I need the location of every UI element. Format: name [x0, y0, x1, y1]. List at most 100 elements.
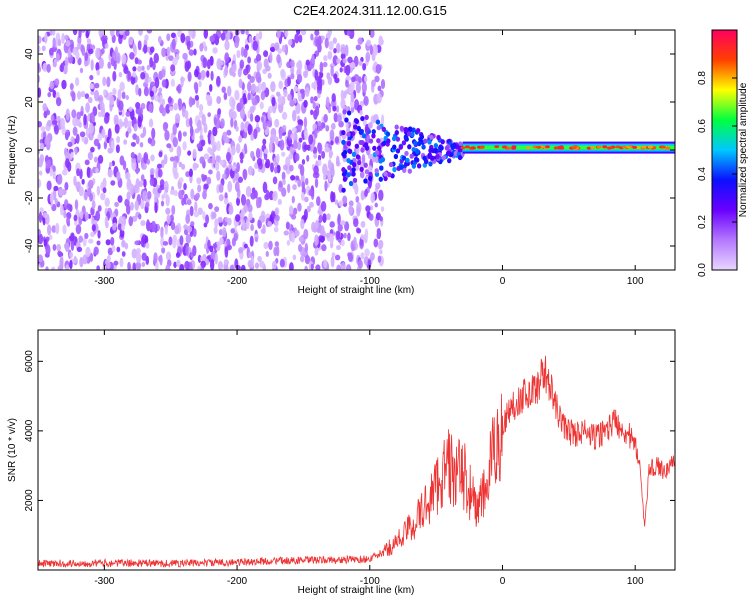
spectrogram-cell [46, 109, 51, 116]
spectrogram-cell [98, 94, 104, 105]
spectrogram-cell [295, 102, 301, 115]
spectrogram-cell [52, 37, 56, 49]
spectrogram-cell [216, 170, 221, 181]
spectrogram-cell [202, 57, 208, 69]
spectrogram-cell [150, 154, 155, 162]
spectrogram-cell [361, 153, 366, 165]
spectrogram-cell [61, 79, 67, 90]
spectrogram-cell [95, 62, 100, 72]
spectrogram-cell [207, 112, 212, 118]
spectrogram-cell [303, 116, 308, 129]
spectrogram-cell [327, 76, 333, 85]
spectrogram-cell [290, 73, 295, 80]
spectrogram-cell [239, 97, 244, 109]
spectrogram-cell [367, 175, 373, 182]
spectrogram-cell [440, 139, 445, 145]
spectrogram-cell [300, 255, 305, 263]
spectrogram-cell [340, 220, 346, 226]
spectrogram-cell [137, 116, 142, 128]
spectrogram-cell [176, 259, 181, 268]
spectrogram-cell [263, 241, 269, 250]
spectrogram-cell [370, 192, 375, 204]
spectrogram-cell [106, 76, 111, 88]
spectrogram-cell [205, 94, 211, 102]
spectrogram-cell [273, 246, 278, 257]
spectrogram-cell [351, 167, 356, 173]
spectrogram-cell [128, 36, 134, 46]
spectrogram-cell [163, 180, 169, 193]
spectrogram-cell [236, 197, 241, 206]
spectrogram-cell [282, 178, 286, 186]
snr-y-label: SNR (10 * v/v) [7, 418, 18, 482]
spectrogram-cell [310, 263, 314, 270]
spectrogram-cell [114, 123, 120, 134]
spectrogram-cell [135, 248, 141, 254]
snr-y-tick-label: 6000 [24, 350, 35, 373]
spectrogram-cell [360, 115, 365, 122]
spectrogram-cell [125, 204, 131, 215]
spectrogram-cell [293, 86, 299, 93]
spectrogram-cell [145, 242, 150, 249]
spectrogram-cell [317, 159, 322, 167]
spectrogram-cell [194, 69, 199, 78]
spectrogram-cell [553, 146, 559, 150]
spectrogram-cell [291, 109, 297, 122]
spectrogram-cell [325, 232, 331, 239]
spectrogram-cell [84, 232, 89, 240]
spectrogram-cell [61, 33, 65, 44]
spectrogram-cell [105, 112, 110, 118]
spectrogram-cell [125, 94, 129, 101]
spectrogram-cell [224, 136, 230, 144]
spectrogram-cell [314, 177, 319, 188]
spectrogram-cell [333, 112, 338, 123]
spectrogram-cell [207, 146, 212, 154]
spectrogram-cell [255, 147, 261, 159]
spectrogram-cell [348, 86, 354, 95]
spectrogram-cell [131, 215, 138, 222]
spectrogram-cell [255, 197, 260, 209]
spectrogram-cell [262, 181, 268, 194]
spectrogram-cell [146, 46, 152, 53]
spectrogram-cell [321, 150, 326, 159]
spectrogram-cell [224, 64, 229, 77]
spectrogram-cell [374, 202, 378, 208]
spectrogram-cell [72, 47, 78, 56]
spectrogram-cell [243, 68, 249, 76]
spectrogram-cell [263, 50, 269, 58]
spectrogram-cell [360, 220, 366, 228]
spectrogram-cell [270, 133, 277, 140]
spectrogram-cell [224, 192, 228, 200]
spectrogram-cell [377, 255, 382, 263]
spectrogram-cell [337, 223, 343, 232]
spectrogram-cell [248, 211, 253, 221]
spectrogram-cell [182, 131, 187, 137]
spectrogram-cell [135, 101, 141, 109]
spectrogram-cell [438, 144, 443, 150]
spectrogram-cell [332, 37, 338, 44]
spectrogram-cell [204, 243, 208, 250]
spectrogram-cell [38, 178, 42, 188]
spectrogram-cell [62, 224, 67, 235]
spectrogram-cell [385, 131, 391, 137]
spectrogram-cell [371, 129, 376, 135]
spectrogram-cell [90, 231, 95, 238]
spectrogram-cell [97, 154, 104, 164]
spectrogram-cell [268, 141, 273, 154]
snr-panel: -300 -200 -100 0 100 2000 4000 6000 Height of … [7, 329, 676, 596]
spectrogram-cell [55, 222, 60, 235]
spectrogram-cell [69, 259, 73, 270]
spectrogram-cell [214, 206, 220, 213]
spectrogram-cell [247, 165, 253, 176]
spectrogram-cell [359, 166, 364, 172]
spectrogram-cell [278, 180, 283, 188]
spectrogram-cell [345, 122, 349, 129]
spectrogram-cell [405, 157, 410, 163]
spectrogram-cell [137, 40, 142, 51]
spectrogram-cell [361, 81, 367, 93]
spectrogram-cell [314, 128, 318, 139]
spectrogram-cell [189, 205, 194, 217]
spectrogram-cell [375, 182, 381, 190]
spectrogram-cell [219, 159, 224, 166]
spectrogram-cell [308, 134, 314, 145]
spectrogram-cell [188, 49, 194, 56]
